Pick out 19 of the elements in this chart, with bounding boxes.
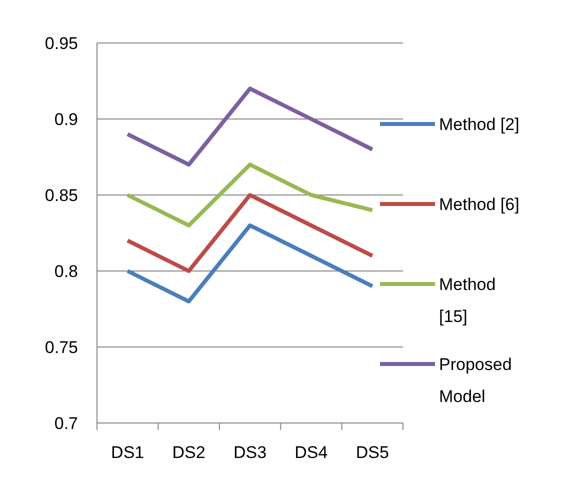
y-tick-label: 0.95: [44, 34, 78, 53]
x-tick-label: DS5: [356, 443, 389, 462]
y-tick-label: 0.85: [44, 186, 78, 205]
legend-label: Method [6]: [439, 194, 520, 214]
x-tick-label: DS4: [294, 443, 328, 462]
line-series: [126, 162, 374, 228]
line-series: [126, 193, 374, 273]
y-tick-label: 0.9: [54, 110, 78, 129]
legend-label: Method [15]: [439, 274, 496, 326]
x-tick-label: DS1: [111, 443, 144, 462]
x-tick-label: DS2: [172, 443, 206, 462]
y-tick-label: 0.8: [54, 262, 78, 281]
line-series: [126, 86, 374, 167]
line-series: [126, 223, 374, 304]
x-tick-label: DS3: [233, 443, 267, 462]
legend-label: Proposed Model: [439, 354, 512, 406]
y-tick-label: 0.7: [54, 414, 78, 433]
y-tick-label: 0.75: [44, 338, 78, 357]
legend-label: Method [2]: [439, 114, 520, 134]
